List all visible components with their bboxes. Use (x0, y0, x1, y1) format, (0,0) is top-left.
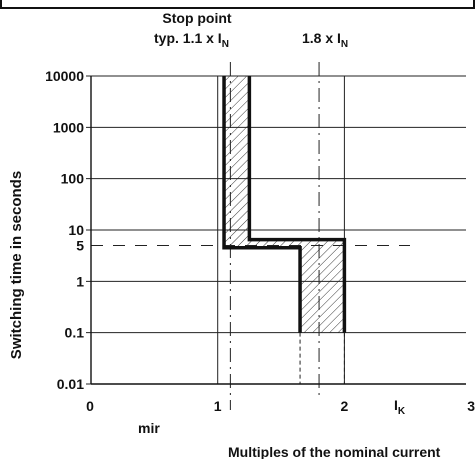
y-tick-label: 5 (76, 237, 84, 253)
stop-point-label: Stop point (162, 10, 232, 26)
y-tick-label: 100 (61, 171, 85, 187)
x-tick-label: 0 (86, 398, 94, 414)
plot-frame (90, 76, 466, 385)
y-tick-label: 1 (76, 273, 84, 289)
band-upper-boundary (247, 76, 347, 333)
ik-label-main: I (394, 397, 398, 413)
x-axis-label: Multiples of the nominal current (228, 444, 441, 459)
stop-point-multiplier-sub: N (222, 39, 229, 50)
min-label: mir (138, 420, 160, 436)
one-eight-multiplier-main: 1.8 x I (302, 30, 341, 46)
y-tick-label: 0.01 (57, 376, 84, 392)
y-tick-labels: 10000 1000 100 105 1 0.1 0.01 (45, 68, 84, 392)
x-tick-labels: 0 1 2 3 (86, 398, 475, 414)
x-tick-label: 2 (341, 398, 349, 414)
stop-point-multiplier: typ. 1.1 x IN (154, 30, 229, 50)
y-tick-label: 10 (68, 222, 84, 238)
top-frame (0, 0, 475, 9)
y-tick-label: 1000 (53, 119, 84, 135)
ik-label-sub: K (398, 406, 406, 417)
y-tick-label: 0.1 (65, 325, 85, 341)
one-eight-multiplier-sub: N (341, 39, 348, 50)
y-tick-label: 10000 (45, 68, 84, 84)
grid (86, 75, 466, 385)
band-area (224, 76, 345, 333)
ik-label: IK (394, 397, 406, 417)
x-tick-label: 1 (214, 398, 222, 414)
y-axis-label: Switching time in seconds (8, 171, 25, 359)
tripping-band (222, 76, 347, 333)
stop-point-multiplier-main: typ. 1.1 x I (154, 30, 222, 46)
one-eight-multiplier: 1.8 x IN (302, 30, 348, 50)
x-tick-label: 3 (467, 398, 475, 414)
band-lower-boundary (222, 76, 302, 333)
